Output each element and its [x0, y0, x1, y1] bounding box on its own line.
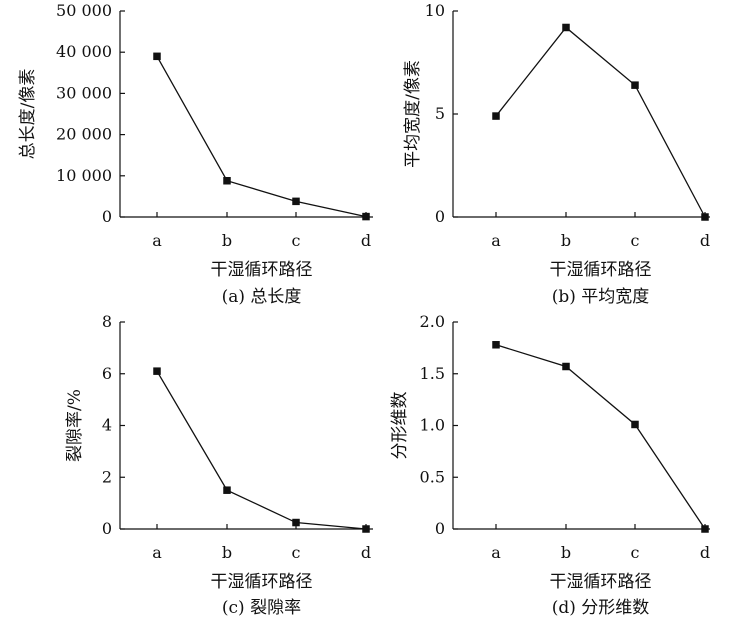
data-point	[492, 112, 500, 120]
x-tick-label: b	[561, 543, 571, 562]
y-tick-label: 1.0	[420, 416, 445, 435]
y-tick-label: 2	[102, 467, 112, 486]
y-tick-label: 8	[102, 312, 112, 331]
data-point	[562, 23, 570, 32]
data-point	[362, 212, 370, 221]
panel-caption: (d) 分形维数	[552, 598, 650, 618]
x-tick-label: c	[292, 231, 301, 250]
x-axis-title: 干湿循环路径	[550, 260, 652, 280]
chart-panel-c: 0 2 4 6 8 a b c d 干湿循环路径 裂隙率/% (c) 裂隙率	[65, 312, 373, 618]
data-point	[492, 341, 500, 349]
series-line	[156, 56, 367, 218]
x-tick-label: d	[700, 543, 710, 562]
series-line	[495, 26, 706, 218]
x-tick-label: d	[361, 543, 371, 562]
y-tick-label: 20 000	[56, 125, 112, 144]
y-tick-label: 5	[435, 104, 445, 123]
data-point	[153, 52, 161, 61]
y-tick-label: 0	[435, 519, 445, 538]
x-tick-label: b	[222, 543, 232, 562]
x-tick-label: a	[152, 543, 162, 562]
y-tick-label: 0	[102, 207, 112, 226]
y-tick-label: 30 000	[56, 83, 112, 102]
x-axis-title: 干湿循环路径	[211, 572, 313, 592]
chart-panel-a: 0 10 000 20 000 30 000 40 000 50 000 a b c d 干湿循环路…	[18, 1, 373, 307]
series-line	[495, 344, 706, 530]
y-axis-title: 裂隙率/%	[65, 389, 85, 462]
data-point	[701, 525, 709, 533]
x-axis-title: 干湿循环路径	[211, 260, 313, 280]
data-point	[631, 420, 639, 429]
x-tick-label: c	[292, 543, 301, 562]
data-point	[223, 176, 231, 185]
y-tick-label: 0	[102, 519, 112, 538]
data-point	[701, 213, 709, 221]
data-point	[153, 367, 161, 375]
series-line	[156, 370, 367, 530]
y-tick-label: 6	[102, 364, 112, 383]
data-point	[631, 81, 639, 89]
data-point	[562, 362, 570, 371]
x-tick-label: b	[561, 231, 571, 250]
y-tick-label: 50 000	[56, 1, 112, 20]
data-point	[292, 197, 300, 206]
x-tick-label: a	[491, 543, 501, 562]
x-axis-title: 干湿循环路径	[550, 572, 652, 592]
x-tick-label: d	[700, 231, 710, 250]
x-tick-label: b	[222, 231, 232, 250]
panel-caption: (a) 总长度	[222, 287, 302, 307]
x-tick-label: c	[631, 231, 640, 250]
panel-caption: (b) 平均宽度	[552, 287, 650, 307]
chart-panel-b: 0 5 10 a b c d 干湿循环路径 平均宽度/像素 (b) 平均宽度	[403, 1, 710, 307]
x-tick-label: d	[361, 231, 371, 250]
y-tick-label: 40 000	[56, 42, 112, 61]
x-tick-label: a	[152, 231, 162, 250]
data-point	[292, 518, 300, 527]
chart-panel-d: 0 0.5 1.0 1.5 2.0 a b c d 干湿循环路径 分形维数 (d) 分形维数	[390, 312, 710, 618]
x-tick-label: c	[631, 543, 640, 562]
y-tick-label: 10	[425, 1, 445, 20]
data-point	[362, 525, 370, 533]
y-tick-label: 4	[102, 416, 112, 435]
panel-caption: (c) 裂隙率	[222, 598, 301, 618]
y-axis-title: 分形维数	[390, 392, 410, 460]
y-axis-title: 平均宽度/像素	[403, 60, 423, 168]
y-tick-label: 2.0	[420, 312, 445, 331]
y-tick-label: 0	[435, 207, 445, 226]
x-tick-label: a	[491, 231, 501, 250]
data-point	[223, 486, 231, 494]
y-tick-label: 0.5	[420, 467, 445, 486]
y-tick-label: 1.5	[420, 364, 445, 383]
y-axis-title: 总长度/像素	[18, 69, 38, 160]
y-tick-label: 10 000	[56, 166, 112, 185]
